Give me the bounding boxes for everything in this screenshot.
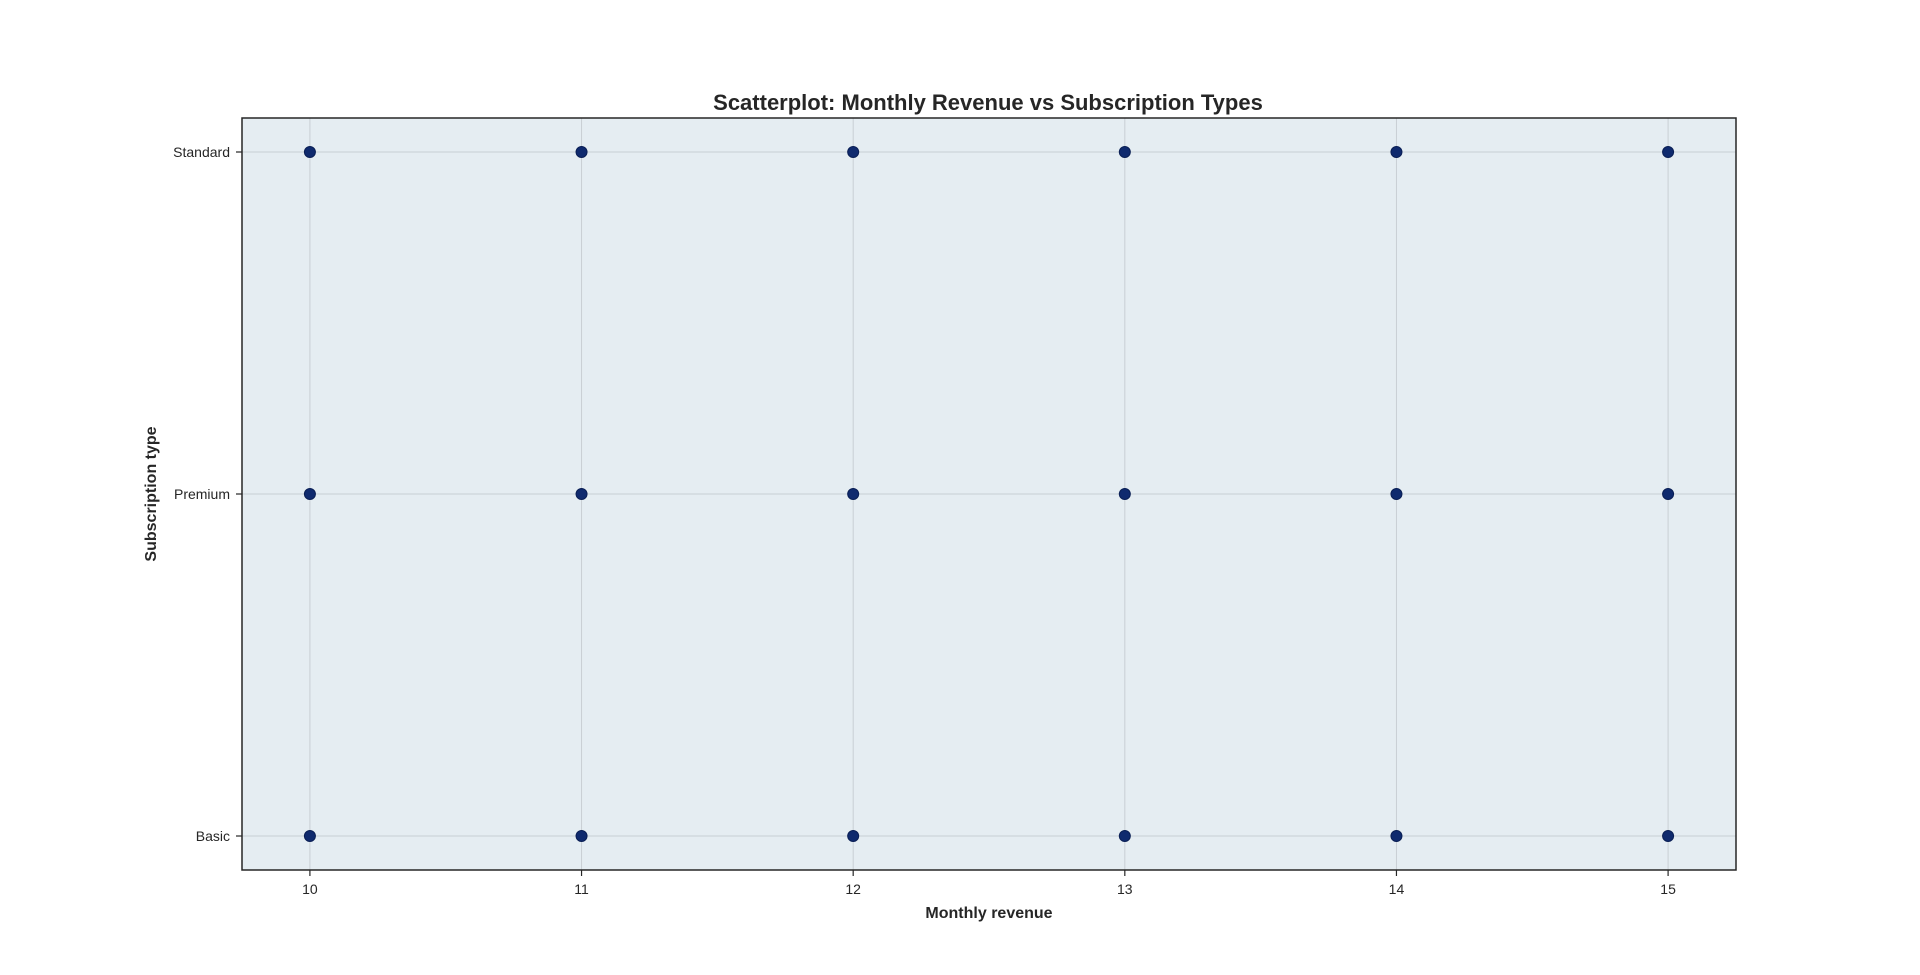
data-point <box>1118 488 1131 500</box>
data-point <box>1390 488 1403 500</box>
data-point <box>1662 830 1675 842</box>
data-point <box>1390 146 1403 158</box>
data-point <box>303 488 316 500</box>
data-point <box>575 488 588 500</box>
y-tick-label: Standard <box>173 144 230 160</box>
data-point <box>575 146 588 158</box>
data-point <box>1662 146 1675 158</box>
axis-ticks: 10 11 12 13 14 15 Basic Premium Standard <box>173 144 1676 897</box>
data-point <box>303 830 316 842</box>
data-point <box>1118 830 1131 842</box>
x-axis-label: Monthly revenue <box>925 905 1052 922</box>
data-point <box>575 830 588 842</box>
data-point <box>847 146 860 158</box>
x-tick-label: 11 <box>574 881 589 897</box>
data-point <box>1118 146 1131 158</box>
data-points <box>303 146 1675 842</box>
x-tick-label: 10 <box>302 881 318 897</box>
data-point <box>847 488 860 500</box>
y-tick-label: Premium <box>174 486 230 502</box>
data-point <box>1390 830 1403 842</box>
data-point <box>303 146 316 158</box>
x-tick-label: 13 <box>1117 881 1133 897</box>
plot-frame <box>241 117 1737 871</box>
x-tick-label: 15 <box>1660 881 1676 897</box>
data-point <box>1662 488 1675 500</box>
y-axis-label: Subscription type <box>143 426 160 561</box>
x-tick-label: 12 <box>845 881 861 897</box>
chart-title: Scatterplot: Monthly Revenue vs Subscrip… <box>713 90 1263 115</box>
data-point <box>847 830 860 842</box>
y-tick-label: Basic <box>196 828 230 844</box>
x-tick-label: 14 <box>1389 881 1405 897</box>
